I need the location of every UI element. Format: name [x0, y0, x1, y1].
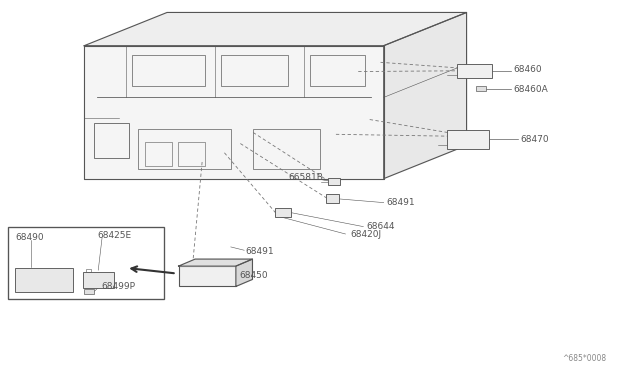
Text: 68450: 68450 [239, 271, 268, 280]
Bar [138, 129, 231, 169]
Text: 66581B: 66581B [288, 173, 323, 182]
Bar [83, 272, 113, 288]
Text: 68420J: 68420J [351, 230, 381, 239]
Bar [476, 86, 486, 91]
Polygon shape [384, 13, 467, 179]
Bar [8, 227, 164, 299]
Bar [447, 130, 489, 149]
Polygon shape [84, 46, 384, 179]
Polygon shape [236, 259, 252, 286]
Text: 68499P: 68499P [101, 282, 136, 291]
Bar [326, 195, 339, 203]
Bar [132, 55, 205, 86]
Text: 68460A: 68460A [514, 85, 548, 94]
Text: 68491: 68491 [387, 198, 415, 207]
Bar [145, 142, 172, 166]
Text: ^685*0008: ^685*0008 [563, 354, 607, 363]
Polygon shape [179, 259, 252, 266]
Text: 68460: 68460 [514, 65, 542, 74]
Bar [86, 269, 92, 272]
Polygon shape [84, 13, 467, 46]
Bar [178, 142, 205, 166]
Bar [328, 178, 340, 185]
Text: 68470: 68470 [520, 135, 548, 144]
Text: 68425E: 68425E [97, 231, 131, 240]
Bar [253, 129, 320, 169]
Bar [221, 55, 288, 86]
Bar [275, 208, 291, 217]
Text: 68490: 68490 [15, 233, 44, 242]
Bar [94, 123, 129, 158]
Bar [310, 55, 365, 86]
Bar [179, 266, 236, 286]
Bar [457, 64, 492, 78]
Bar [15, 268, 73, 292]
Bar [84, 289, 95, 294]
Text: 68491: 68491 [246, 247, 274, 256]
Text: 68644: 68644 [366, 222, 394, 231]
